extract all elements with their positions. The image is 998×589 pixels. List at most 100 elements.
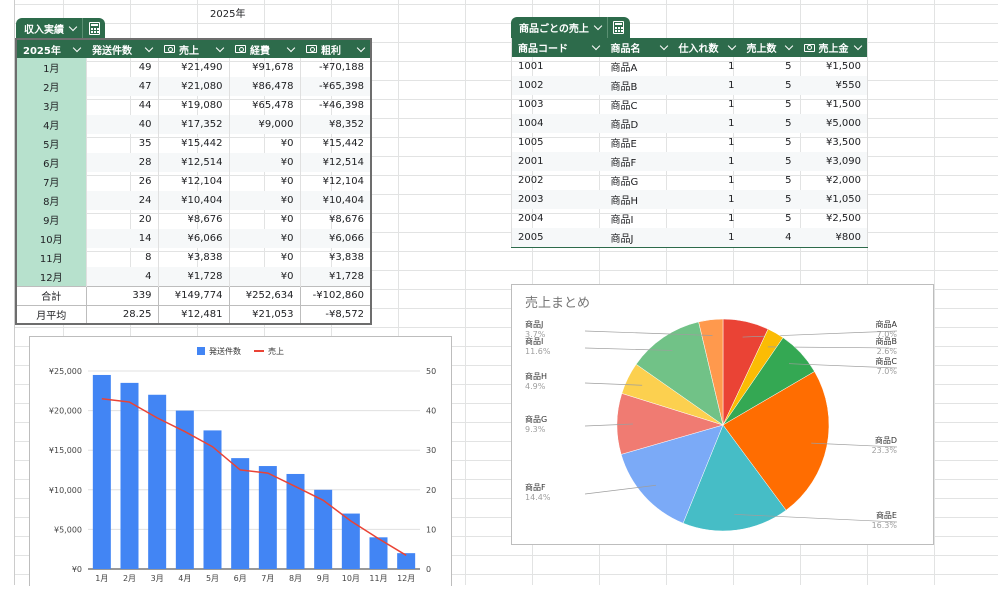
product-cell[interactable]: 5 xyxy=(785,213,792,224)
revenue-header-0[interactable]: 2025年 xyxy=(16,39,86,58)
product-cell[interactable]: 1002 xyxy=(511,76,605,95)
product-row[interactable]: 2005 商品J 1 4 ¥800 xyxy=(511,228,868,247)
product-cell[interactable]: 1 xyxy=(672,76,741,95)
product-cell[interactable]: 5 xyxy=(740,190,798,209)
revenue-header-3[interactable]: 経費 xyxy=(229,39,300,58)
product-cell[interactable]: ¥1,500 xyxy=(826,61,861,72)
revenue-cell[interactable]: ¥10,404 xyxy=(158,191,230,210)
product-cell[interactable]: ¥550 xyxy=(797,76,868,95)
product-cell[interactable]: ¥2,000 xyxy=(826,175,861,186)
revenue-cell[interactable]: 20 xyxy=(86,210,159,229)
product-cell[interactable]: 1 xyxy=(672,152,741,171)
revenue-cell[interactable]: ¥10,404 xyxy=(300,191,372,210)
revenue-cell[interactable]: ¥17,352 xyxy=(158,115,230,134)
product-cell[interactable]: ¥3,500 xyxy=(826,137,861,148)
product-cell[interactable]: 2003 xyxy=(511,190,605,209)
chevron-down-icon[interactable] xyxy=(356,43,366,52)
revenue-header-4[interactable]: 粗利 xyxy=(300,39,371,58)
product-cell[interactable]: 商品A xyxy=(610,63,638,74)
revenue-cell[interactable]: 12月 xyxy=(16,267,87,286)
bar-2月[interactable] xyxy=(120,382,139,569)
revenue-cell[interactable]: ¥1,728 xyxy=(300,267,372,286)
product-cell[interactable]: 1 xyxy=(728,137,735,148)
revenue-row[interactable]: 10月 14 ¥6,066 ¥0 ¥6,066 xyxy=(16,229,372,248)
revenue-row[interactable]: 7月 26 ¥12,104 ¥0 ¥12,104 xyxy=(16,172,372,191)
revenue-cell[interactable]: ¥8,352 xyxy=(300,115,372,134)
revenue-cell[interactable]: 47 xyxy=(86,77,159,96)
product-cell[interactable]: 1 xyxy=(728,61,735,72)
chevron-down-icon[interactable] xyxy=(144,43,154,52)
chevron-down-icon[interactable] xyxy=(68,22,78,32)
revenue-cell[interactable]: ¥1,728 xyxy=(158,267,230,286)
product-cell[interactable]: 1 xyxy=(672,114,741,133)
chevron-down-icon[interactable] xyxy=(215,43,225,52)
product-cell[interactable]: 2001 xyxy=(511,152,605,171)
product-cell[interactable]: 5 xyxy=(740,152,798,171)
revenue-cell[interactable]: 7月 xyxy=(16,172,87,191)
product-cell[interactable]: 1001 xyxy=(518,61,544,72)
product-cell[interactable]: 5 xyxy=(740,114,798,133)
revenue-cell[interactable]: 3月 xyxy=(16,96,87,115)
product-cell[interactable]: 5 xyxy=(740,76,798,95)
sales-line[interactable] xyxy=(101,398,407,556)
product-cell[interactable]: 商品G xyxy=(610,177,639,188)
product-row[interactable]: 1001 商品A 1 5 ¥1,500 xyxy=(512,57,868,76)
revenue-cell[interactable]: 26 xyxy=(86,172,159,191)
revenue-row[interactable]: 12月 4 ¥1,728 ¥0 ¥1,728 xyxy=(16,267,372,286)
product-header-2[interactable]: 仕入れ数 xyxy=(672,38,741,57)
revenue-row[interactable]: 5月 35 ¥15,442 ¥0 ¥15,442 xyxy=(16,134,372,153)
product-cell[interactable]: 2004 xyxy=(518,213,544,224)
revenue-summary-cell[interactable]: 月平均 xyxy=(15,304,87,325)
cell-year-caption[interactable]: 2025年 xyxy=(210,9,246,20)
revenue-cell[interactable]: 28 xyxy=(86,153,159,172)
revenue-summary-row[interactable]: 月平均 28.25 ¥12,481 ¥21,053 -¥8,572 xyxy=(15,304,372,325)
product-row[interactable]: 2001 商品F 1 5 ¥3,090 xyxy=(511,152,868,171)
product-cell[interactable]: 2002 xyxy=(518,175,544,186)
bar-3月[interactable] xyxy=(148,394,167,569)
revenue-cell[interactable]: ¥21,490 xyxy=(158,58,230,77)
revenue-cell[interactable]: 8月 xyxy=(16,191,87,210)
product-cell[interactable]: 商品E xyxy=(610,139,637,150)
product-cell[interactable]: ¥1,500 xyxy=(826,99,861,110)
product-cell[interactable]: 5 xyxy=(785,175,792,186)
revenue-cell[interactable]: -¥65,398 xyxy=(300,77,372,96)
product-cell[interactable]: 商品D xyxy=(604,114,673,133)
revenue-summary-cell[interactable]: ¥21,053 xyxy=(228,304,301,325)
pie-slice-商品I[interactable] xyxy=(635,321,724,426)
revenue-row[interactable]: 11月 8 ¥3,838 ¥0 ¥3,838 xyxy=(16,248,372,267)
revenue-cell[interactable]: 24 xyxy=(86,191,159,210)
bar-11月[interactable] xyxy=(369,537,388,569)
pie-slice-商品E[interactable] xyxy=(682,424,787,532)
product-cell[interactable]: ¥5,000 xyxy=(797,114,868,133)
revenue-cell[interactable]: 44 xyxy=(86,96,159,115)
revenue-row[interactable]: 3月 44 ¥19,080 ¥65,478 -¥46,398 xyxy=(16,96,372,115)
revenue-cell[interactable]: ¥86,478 xyxy=(229,77,301,96)
revenue-row[interactable]: 4月 40 ¥17,352 ¥9,000 ¥8,352 xyxy=(16,115,372,134)
chevron-down-icon[interactable] xyxy=(853,41,863,51)
revenue-summary-cell[interactable]: 28.25 xyxy=(85,304,159,325)
product-cell[interactable]: 2005 xyxy=(511,228,605,247)
revenue-cell[interactable]: ¥0 xyxy=(229,267,301,286)
chevron-down-icon[interactable] xyxy=(591,41,600,51)
product-cell[interactable]: 商品C xyxy=(610,101,638,112)
revenue-cell[interactable]: ¥12,104 xyxy=(300,172,372,191)
revenue-summary-row[interactable]: 合計 339 ¥149,774 ¥252,634 -¥102,860 xyxy=(15,285,372,306)
product-cell[interactable]: 商品J xyxy=(604,228,673,247)
product-sales-table[interactable]: 商品コード 商品名 仕入れ数 売上数 売上金 1001 商品A 1 5 ¥1,500 1002 商品… xyxy=(511,38,868,248)
revenue-row[interactable]: 8月 24 ¥10,404 ¥0 ¥10,404 xyxy=(16,191,372,210)
revenue-table[interactable]: 2025年 発送件数 売上 経費 粗利 1月 49 ¥21,490 ¥91,678 -¥70,1… xyxy=(15,38,372,325)
product-row[interactable]: 1003 商品C 1 5 ¥1,500 xyxy=(512,95,868,114)
revenue-cell[interactable]: ¥0 xyxy=(229,229,301,248)
product-cell[interactable]: 5 xyxy=(785,61,792,72)
product-cell[interactable]: ¥2,500 xyxy=(826,213,861,224)
revenue-cell[interactable]: 40 xyxy=(86,115,159,134)
product-cell[interactable]: 5 xyxy=(785,137,792,148)
revenue-cell[interactable]: ¥0 xyxy=(229,134,301,153)
bar-12月[interactable] xyxy=(397,553,416,569)
product-header-4[interactable]: 売上金 xyxy=(797,38,868,57)
bar-1月[interactable] xyxy=(92,374,111,569)
revenue-summary-cell[interactable]: -¥102,860 xyxy=(299,285,372,306)
product-cell[interactable]: ¥3,090 xyxy=(797,152,868,171)
product-cell[interactable]: 1 xyxy=(672,190,741,209)
product-cell[interactable]: ¥1,050 xyxy=(797,190,868,209)
